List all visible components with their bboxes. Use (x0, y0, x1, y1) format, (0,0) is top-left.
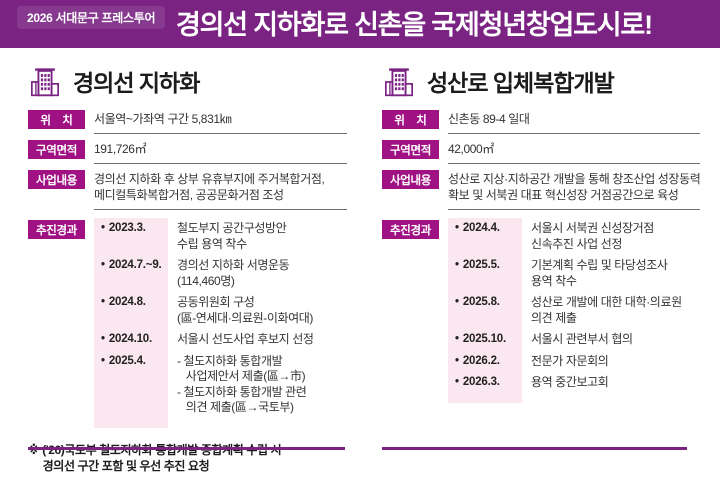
bullet-icon: • (455, 296, 459, 308)
field-value: 191,726㎡ (94, 138, 347, 164)
timeline-date-text: 2024.7.~9. (108, 259, 162, 271)
timeline-date-text: 2024.4. (462, 222, 500, 234)
field-label-badge: 구역면적 (28, 140, 85, 159)
bullet-icon: • (101, 259, 105, 271)
progress-label-badge: 추진경과 (382, 220, 439, 239)
bullet-icon: • (101, 333, 105, 345)
timeline-date: • 2025.8. (448, 295, 522, 311)
timeline-description: 서울시 선도사업 후보지 선정 (177, 332, 314, 346)
timeline-entry: • 2025.5. 기본계획 수립 및 타당성조사 용역 착수 (448, 258, 700, 289)
timeline-date: • 2024.4. (448, 221, 522, 237)
timeline-entry: • 2024.8. 공동위원회 구성 (區-연세대·의료원-이화여대) (94, 295, 347, 326)
progress-label-badge: 추진경과 (28, 220, 85, 239)
field-label-badge: 사업내용 (382, 170, 439, 189)
timeline: • 2024.4. 서울시 서북권 신성장거점 신속추진 사업 선정 • 2025.5.… (448, 218, 700, 403)
timeline-entry: • 2026.3. 용역 중간보고회 (448, 375, 700, 391)
info-row: 위 치 신촌동 89-4 일대 (382, 108, 700, 134)
bullet-icon: • (101, 222, 105, 234)
timeline-description: 용역 중간보고회 (531, 375, 609, 389)
section-seongsanro-development: 성산로 입체복합개발 위 치 신촌동 89-4 일대 구역면적 42,000㎡ 사업내용 성… (382, 62, 701, 403)
timeline-description: - 철도지하화 통합개발 사업제안서 제출(區→市) - 철도지하화 통합개발 … (177, 353, 307, 415)
timeline-date-text: 2026.3. (462, 376, 500, 388)
timeline-date: • 2025.4. (94, 354, 168, 370)
timeline-entry: • 2026.2. 전문가 자문회의 (448, 354, 700, 370)
timeline-description: 서울시 관련부서 협의 (531, 332, 633, 346)
timeline: • 2023.3. 철도부지 공간구성방안 수립 용역 착수 • 2024.7.~9. 경… (94, 218, 347, 428)
timeline-description: 공동위원회 구성 (區-연세대·의료원-이화여대) (177, 295, 313, 325)
bullet-icon: • (101, 354, 105, 367)
info-row: 위 치 서울역~가좌역 구간 5,831㎞ (28, 108, 347, 134)
field-label-badge: 위 치 (28, 110, 85, 129)
field-value: 42,000㎡ (448, 138, 700, 164)
timeline-date-text: 2025.4. (108, 354, 146, 367)
timeline-description: 성산로 개발에 대한 대학·의료원 의견 제출 (531, 295, 682, 325)
timeline-entry: • 2024.7.~9. 경의선 지하화 서명운동 (114,460명) (94, 258, 347, 289)
field-label-badge: 구역면적 (382, 140, 439, 159)
field-label-badge: 위 치 (382, 110, 439, 129)
progress-row: 추진경과 • 2023.3. 철도부지 공간구성방안 수립 용역 착수 • 2024.7.… (28, 218, 347, 428)
info-rows: 위 치 서울역~가좌역 구간 5,831㎞ 구역면적 191,726㎡ 사업내용 경의선 … (28, 108, 347, 210)
bullet-icon: • (455, 222, 459, 234)
info-row: 구역면적 42,000㎡ (382, 138, 700, 164)
building-icon (28, 66, 62, 97)
timeline-date: • 2024.8. (94, 295, 168, 311)
timeline-date-text: 2026.2. (462, 354, 500, 367)
timeline-description: 경의선 지하화 서명운동 (114,460명) (177, 258, 290, 288)
progress-row: 추진경과 • 2024.4. 서울시 서북권 신성장거점 신속추진 사업 선정 • 202… (382, 218, 700, 403)
timeline-entry: • 2025.4. - 철도지하화 통합개발 사업제안서 제출(區→市) - 철도지… (94, 354, 347, 416)
info-row: 구역면적 191,726㎡ (28, 138, 347, 164)
timeline-entry: • 2025.8. 성산로 개발에 대한 대학·의료원 의견 제출 (448, 295, 700, 326)
field-value: 성산로 지상·지하공간 개발을 통해 창조산업 성장동력 확보 및 서북권 대표… (448, 168, 701, 210)
timeline-date-text: 2024.10. (108, 333, 152, 345)
info-row: 사업내용 경의선 지하화 후 상부 유휴부지에 주거복합거점, 메디컬특화복합거점… (28, 168, 347, 210)
bullet-icon: • (101, 296, 105, 308)
timeline-date: • 2026.3. (448, 375, 522, 391)
bullet-icon: • (455, 333, 459, 345)
timeline-description: 서울시 서북권 신성장거점 신속추진 사업 선정 (531, 221, 654, 251)
timeline-entry: • 2024.10. 서울시 선도사업 후보지 선정 (94, 332, 347, 348)
field-value: 경의선 지하화 후 상부 유휴부지에 주거복합거점, 메디컬특화복합거점, 공공… (94, 168, 347, 210)
press-tour-label: 2026 서대문구 프레스투어 (17, 6, 166, 29)
timeline-date-text: 2024.8. (108, 296, 146, 308)
timeline-date: • 2025.10. (448, 332, 522, 348)
field-value: 신촌동 89-4 일대 (448, 108, 700, 134)
left-column-bottom-rule (28, 447, 345, 450)
timeline-date: • 2023.3. (94, 221, 168, 237)
section-header: 성산로 입체복합개발 (382, 62, 700, 100)
page-title: 경의선 지하화로 신촌을 국제청년창업도시로! (176, 10, 653, 40)
section-title: 성산로 입체복합개발 (427, 70, 615, 96)
timeline-description: 기본계획 수립 및 타당성조사 용역 착수 (531, 258, 668, 288)
bullet-icon: • (455, 376, 459, 388)
bullet-icon: • (455, 259, 459, 271)
timeline-entry: • 2025.10. 서울시 관련부서 협의 (448, 332, 700, 348)
info-row: 사업내용 성산로 지상·지하공간 개발을 통해 창조산업 성장동력 확보 및 서북… (382, 168, 701, 210)
timeline-entry: • 2023.3. 철도부지 공간구성방안 수립 용역 착수 (94, 221, 347, 252)
timeline-date: • 2024.10. (94, 332, 168, 348)
section-title: 경의선 지하화 (73, 70, 200, 96)
header-bar: 2026 서대문구 프레스투어 경의선 지하화로 신촌을 국제청년창업도시로! (0, 0, 720, 48)
bullet-icon: • (455, 354, 459, 367)
section-header: 경의선 지하화 (28, 62, 347, 100)
right-column-bottom-rule (382, 447, 687, 450)
timeline-date-text: 2025.10. (462, 333, 506, 345)
timeline-date: • 2024.7.~9. (94, 258, 168, 274)
timeline-description: 철도부지 공간구성방안 수립 용역 착수 (177, 221, 287, 251)
timeline-date-text: 2025.8. (462, 296, 500, 308)
timeline-description: 전문가 자문회의 (531, 353, 609, 368)
timeline-date: • 2025.5. (448, 258, 522, 274)
timeline-date-text: 2025.5. (462, 259, 500, 271)
building-icon (382, 66, 416, 97)
timeline-date-text: 2023.3. (108, 222, 146, 234)
timeline-entry: • 2024.4. 서울시 서북권 신성장거점 신속추진 사업 선정 (448, 221, 700, 252)
field-label-badge: 사업내용 (28, 170, 85, 189)
timeline-date: • 2026.2. (448, 354, 522, 370)
field-value: 서울역~가좌역 구간 5,831㎞ (94, 108, 347, 134)
